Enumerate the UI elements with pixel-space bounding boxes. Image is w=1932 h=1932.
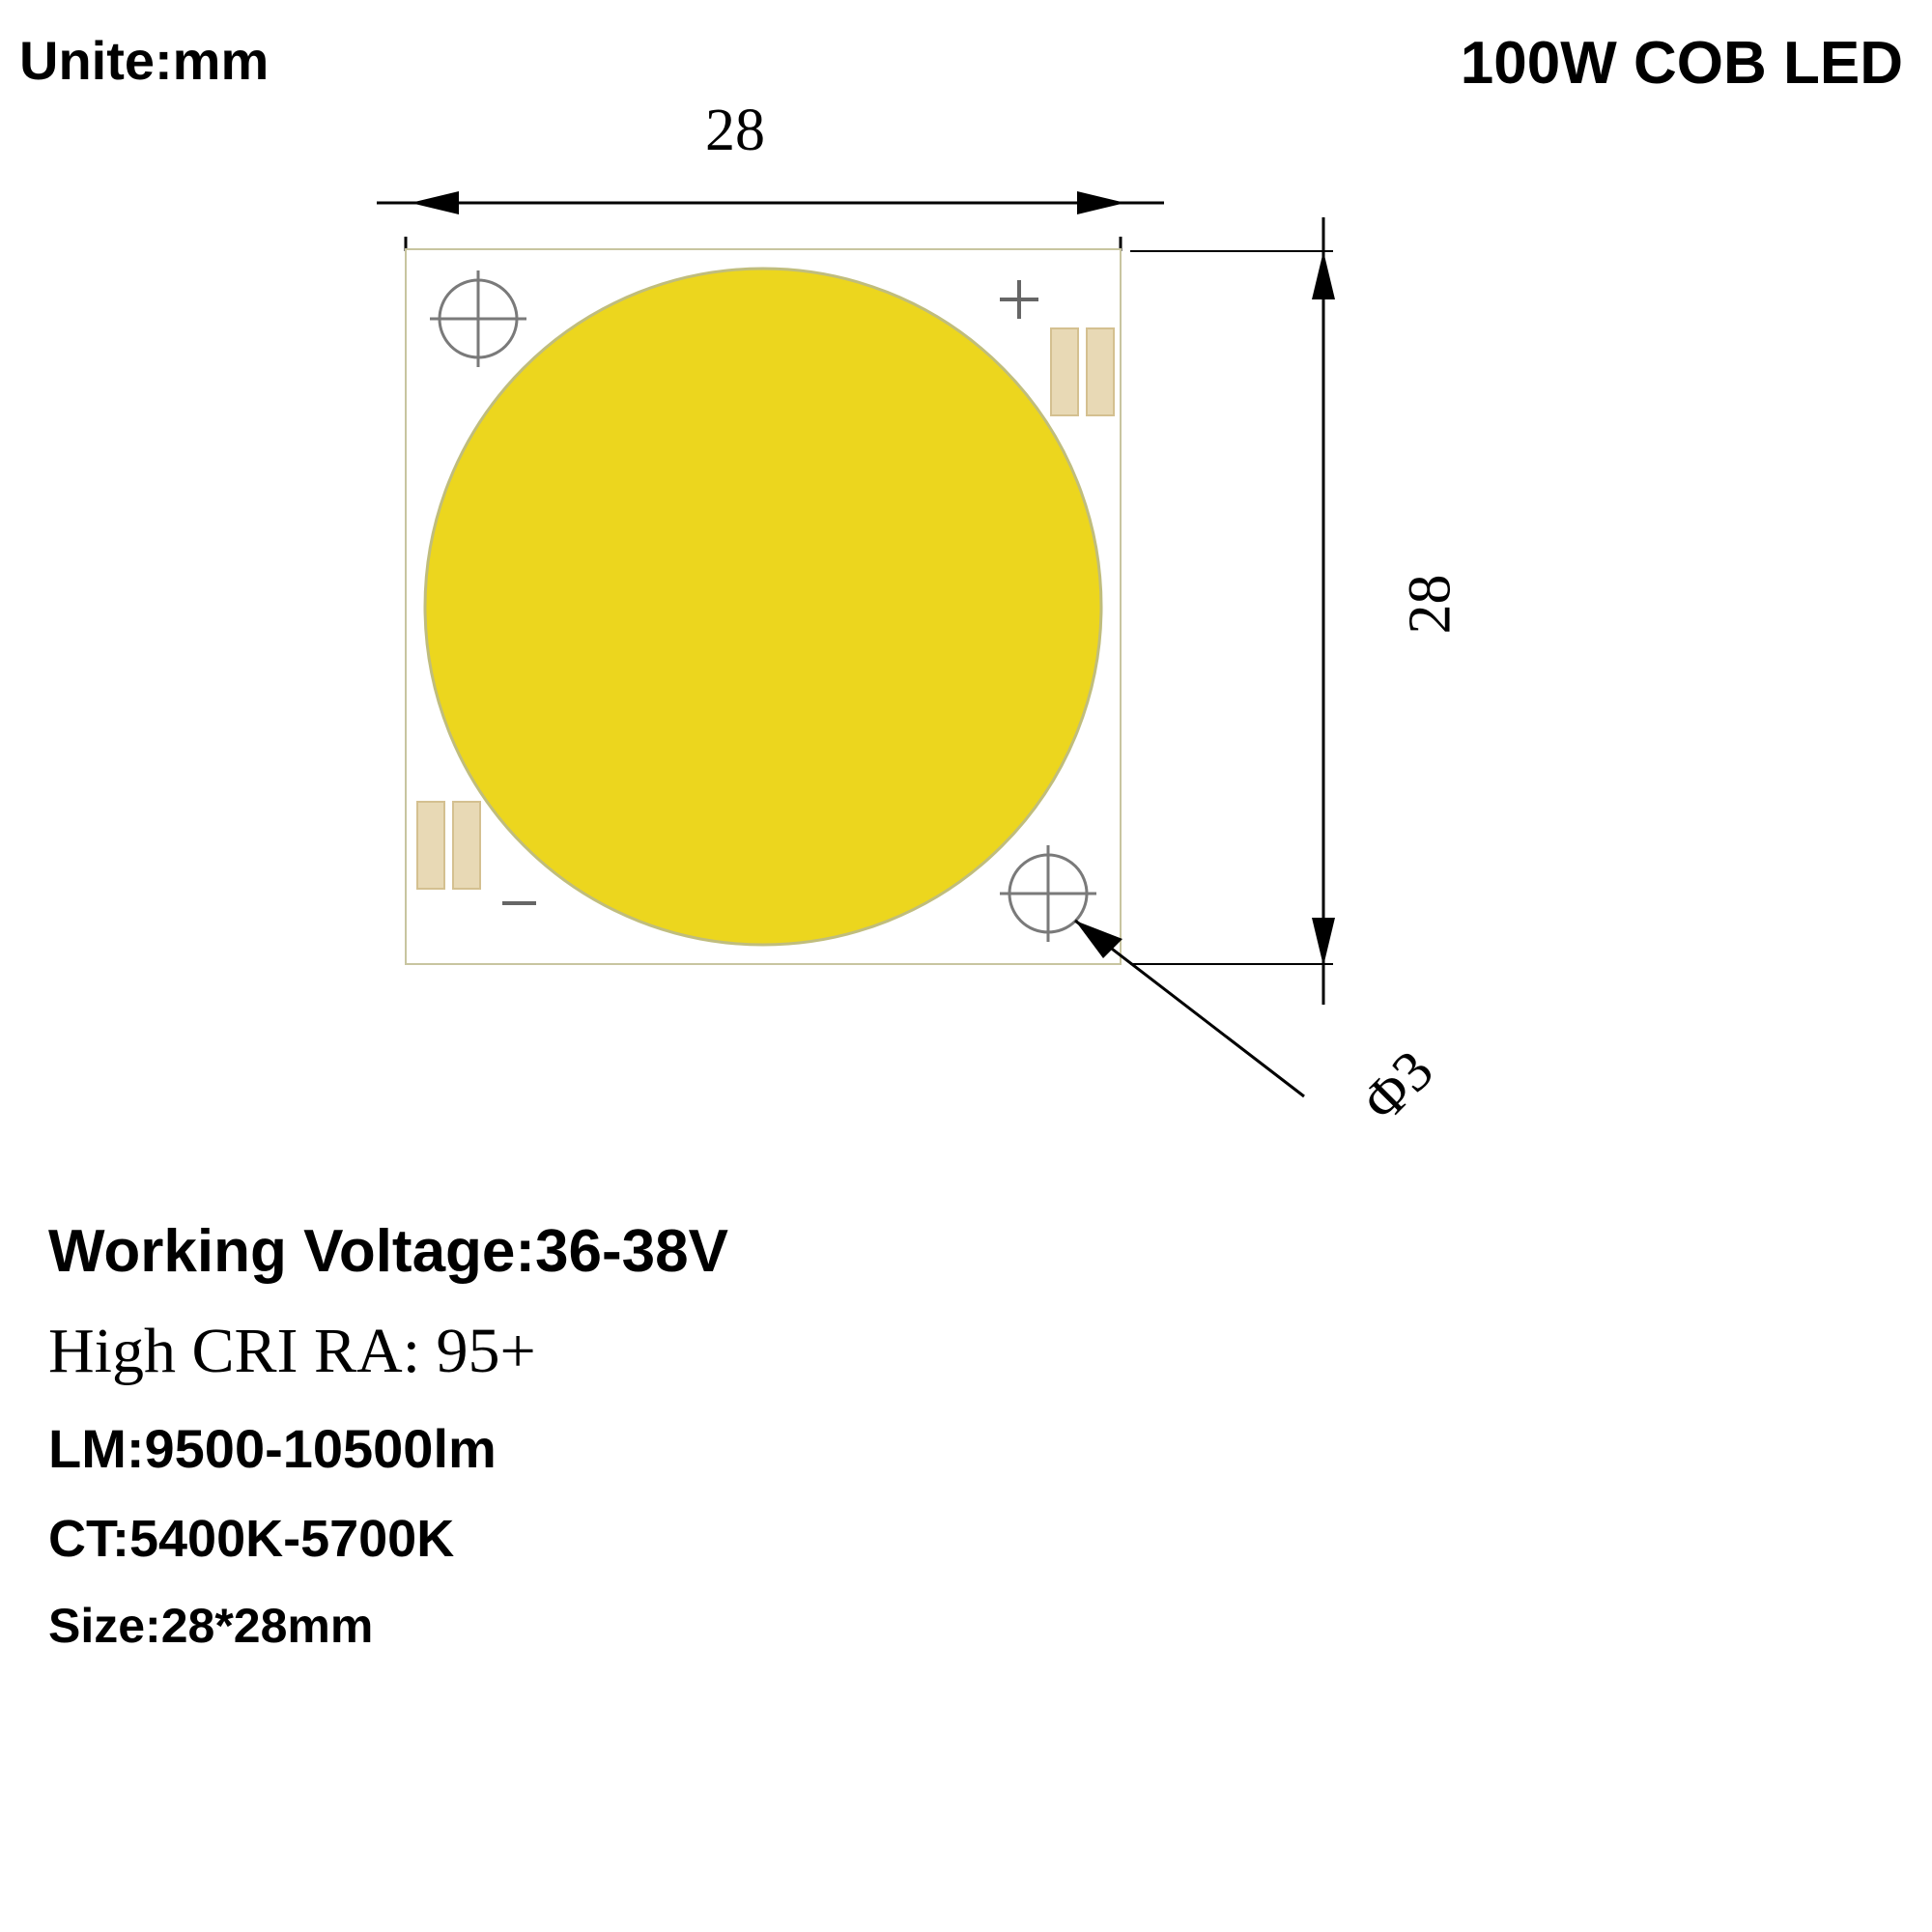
technical-diagram: 28 28 Φ3 xyxy=(299,97,1459,1159)
spec-size: Size:28*28mm xyxy=(48,1598,728,1654)
spec-lumens: LM:9500-10500lm xyxy=(48,1417,728,1480)
spec-voltage: Working Voltage:36-38V xyxy=(48,1217,728,1286)
led-drawing-svg xyxy=(299,97,1507,1159)
spec-cri: High CRI RA: 95+ xyxy=(48,1315,728,1388)
unit-label: Unite:mm xyxy=(19,29,269,92)
spec-ct: CT:5400K-5700K xyxy=(48,1509,728,1569)
specifications-block: Working Voltage:36-38V High CRI RA: 95+ … xyxy=(48,1217,728,1683)
product-title: 100W COB LED xyxy=(1461,29,1903,98)
